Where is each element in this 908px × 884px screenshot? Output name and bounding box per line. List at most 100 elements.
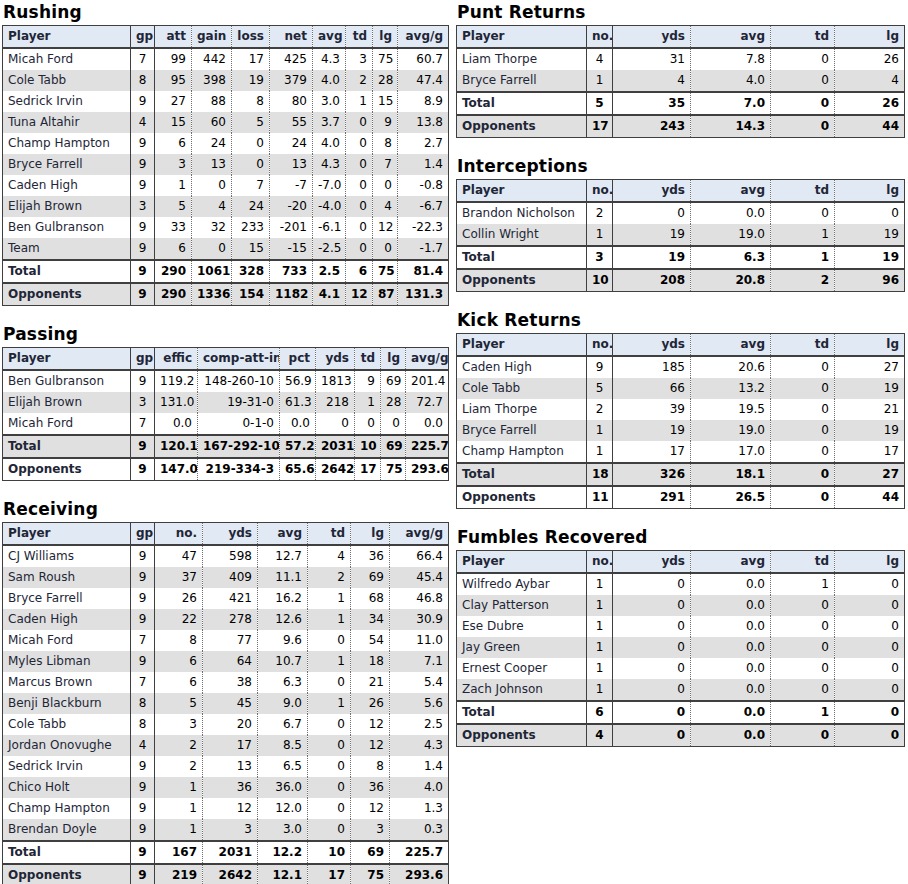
stat-cell: 4	[613, 70, 691, 92]
stat-cell: 4	[192, 196, 232, 217]
header-row: Playerno.ydsavgtdlg	[457, 26, 905, 49]
stat-cell: 9	[131, 458, 155, 481]
stat-cell: 0	[346, 196, 373, 217]
column-header-gp: gp	[131, 523, 155, 546]
stat-cell: 17	[835, 441, 905, 463]
stat-cell: 293.6	[406, 458, 449, 481]
stat-cell: 9.0	[258, 693, 308, 714]
column-header-effic: effic	[155, 348, 198, 371]
column-header-pct: pct	[280, 348, 316, 371]
header-row: Playerno.ydsavgtdlg	[457, 334, 905, 357]
stat-cell: 1	[155, 819, 203, 841]
section-title-punt-returns: Punt Returns	[457, 2, 904, 22]
stat-cell: 1	[771, 224, 835, 246]
column-header-gp: gp	[131, 26, 155, 49]
stat-cell: 290	[155, 260, 192, 283]
stat-cell: 3	[131, 392, 155, 413]
player-row: Sedrick Irvin92136.5081.4	[3, 756, 449, 777]
opponents-row: Opponents1020820.8296	[457, 269, 905, 292]
stat-cell: 0	[613, 637, 691, 658]
player-row: Bryce Farrell93130134.3071.4	[3, 154, 449, 175]
column-header-yds: yds	[316, 348, 355, 371]
stat-cell: 69	[351, 567, 390, 588]
stat-cell: 69	[381, 435, 406, 458]
stat-cell: 35	[613, 92, 691, 115]
stat-cell: 9	[131, 238, 155, 260]
stat-cell: 7.8	[691, 48, 771, 70]
column-header-player: Player	[457, 334, 587, 357]
player-name-cell: Tuna Altahir	[3, 112, 131, 133]
player-row: Caden High918520.6027	[457, 356, 905, 378]
player-row: Marcus Brown76386.30215.4	[3, 672, 449, 693]
stat-cell: 5	[587, 378, 613, 399]
stat-cell: 4	[835, 70, 905, 92]
stat-cell: 0	[835, 637, 905, 658]
player-row: Tuna Altahir415605553.70913.8	[3, 112, 449, 133]
stat-cell: 17	[613, 441, 691, 463]
player-name-cell: Bryce Farrell	[3, 588, 131, 609]
stat-cell: 409	[203, 567, 258, 588]
stat-cell: 4	[131, 735, 155, 756]
column-header-avg-g: avg/g	[390, 523, 449, 546]
stat-cell: 1	[587, 658, 613, 679]
column-header-no-: no.	[587, 551, 613, 574]
stat-cell: 9	[131, 567, 155, 588]
section-title-rushing: Rushing	[3, 2, 448, 22]
column-header-td: td	[355, 348, 381, 371]
player-row: Team96015-15-2.500-1.7	[3, 238, 449, 260]
stat-cell: 7	[131, 48, 155, 70]
stat-cell: 0	[835, 202, 905, 224]
stat-cell: 20.6	[691, 356, 771, 378]
stat-cell: 0	[835, 658, 905, 679]
stat-cell: 9	[131, 841, 155, 864]
stat-cell: 19	[613, 224, 691, 246]
player-row: Champ Hampton11717.0017	[457, 441, 905, 463]
stat-cell: 0.0	[155, 413, 198, 435]
stat-cell: 1	[587, 573, 613, 595]
stat-cell: 147.0	[155, 458, 198, 481]
stat-cell: 0	[771, 399, 835, 420]
player-row: Cole Tabb895398193794.022847.4	[3, 70, 449, 91]
stat-cell: 19	[232, 70, 270, 91]
stat-cell: 3	[155, 714, 203, 735]
stat-cell: 9	[131, 651, 155, 672]
stat-cell: 379	[270, 70, 313, 91]
stat-cell: 75	[373, 48, 398, 70]
stat-cell: 16.2	[258, 588, 308, 609]
player-name-cell: Opponents	[3, 458, 131, 481]
stat-cell: 0	[373, 175, 398, 196]
stat-cell: 0	[835, 616, 905, 637]
player-row: Elijah Brown3131.019-31-061.321812872.7	[3, 392, 449, 413]
column-header-lg: lg	[835, 26, 905, 49]
player-name-cell: Micah Ford	[3, 413, 131, 435]
stat-cell: 0.3	[390, 819, 449, 841]
stat-cell: 0	[346, 133, 373, 154]
stat-cell: 0	[192, 238, 232, 260]
stat-cell: 243	[613, 115, 691, 138]
stat-cell: 154	[232, 283, 270, 306]
stat-cell: 12.1	[258, 864, 308, 884]
stat-cell: 3	[131, 196, 155, 217]
player-name-cell: Chico Holt	[3, 777, 131, 798]
column-header-gain: gain	[192, 26, 232, 49]
stat-cell: 45	[203, 693, 258, 714]
header-row: Playerno.ydsavgtdlg	[457, 180, 905, 203]
stat-cell: 0	[613, 616, 691, 637]
stat-cell: 3	[203, 819, 258, 841]
column-header-yds: yds	[613, 26, 691, 49]
column-header-td: td	[771, 180, 835, 203]
stat-cell: 66	[613, 378, 691, 399]
stat-cell: 1	[771, 573, 835, 595]
stat-cell: 4	[373, 196, 398, 217]
stat-cell: 77	[203, 630, 258, 651]
stat-cell: 0.0	[691, 202, 771, 224]
stat-cell: 9	[131, 435, 155, 458]
stat-cell: 9	[131, 91, 155, 112]
section-rushing: RushingPlayergpattgainlossnetavgtdlgavg/…	[2, 2, 448, 306]
stat-cell: 218	[316, 392, 355, 413]
column-header-yds: yds	[613, 334, 691, 357]
stat-cell: 0	[771, 679, 835, 701]
stat-cell: 19	[835, 224, 905, 246]
stat-cell: 0	[835, 573, 905, 595]
stat-cell: 0	[613, 679, 691, 701]
